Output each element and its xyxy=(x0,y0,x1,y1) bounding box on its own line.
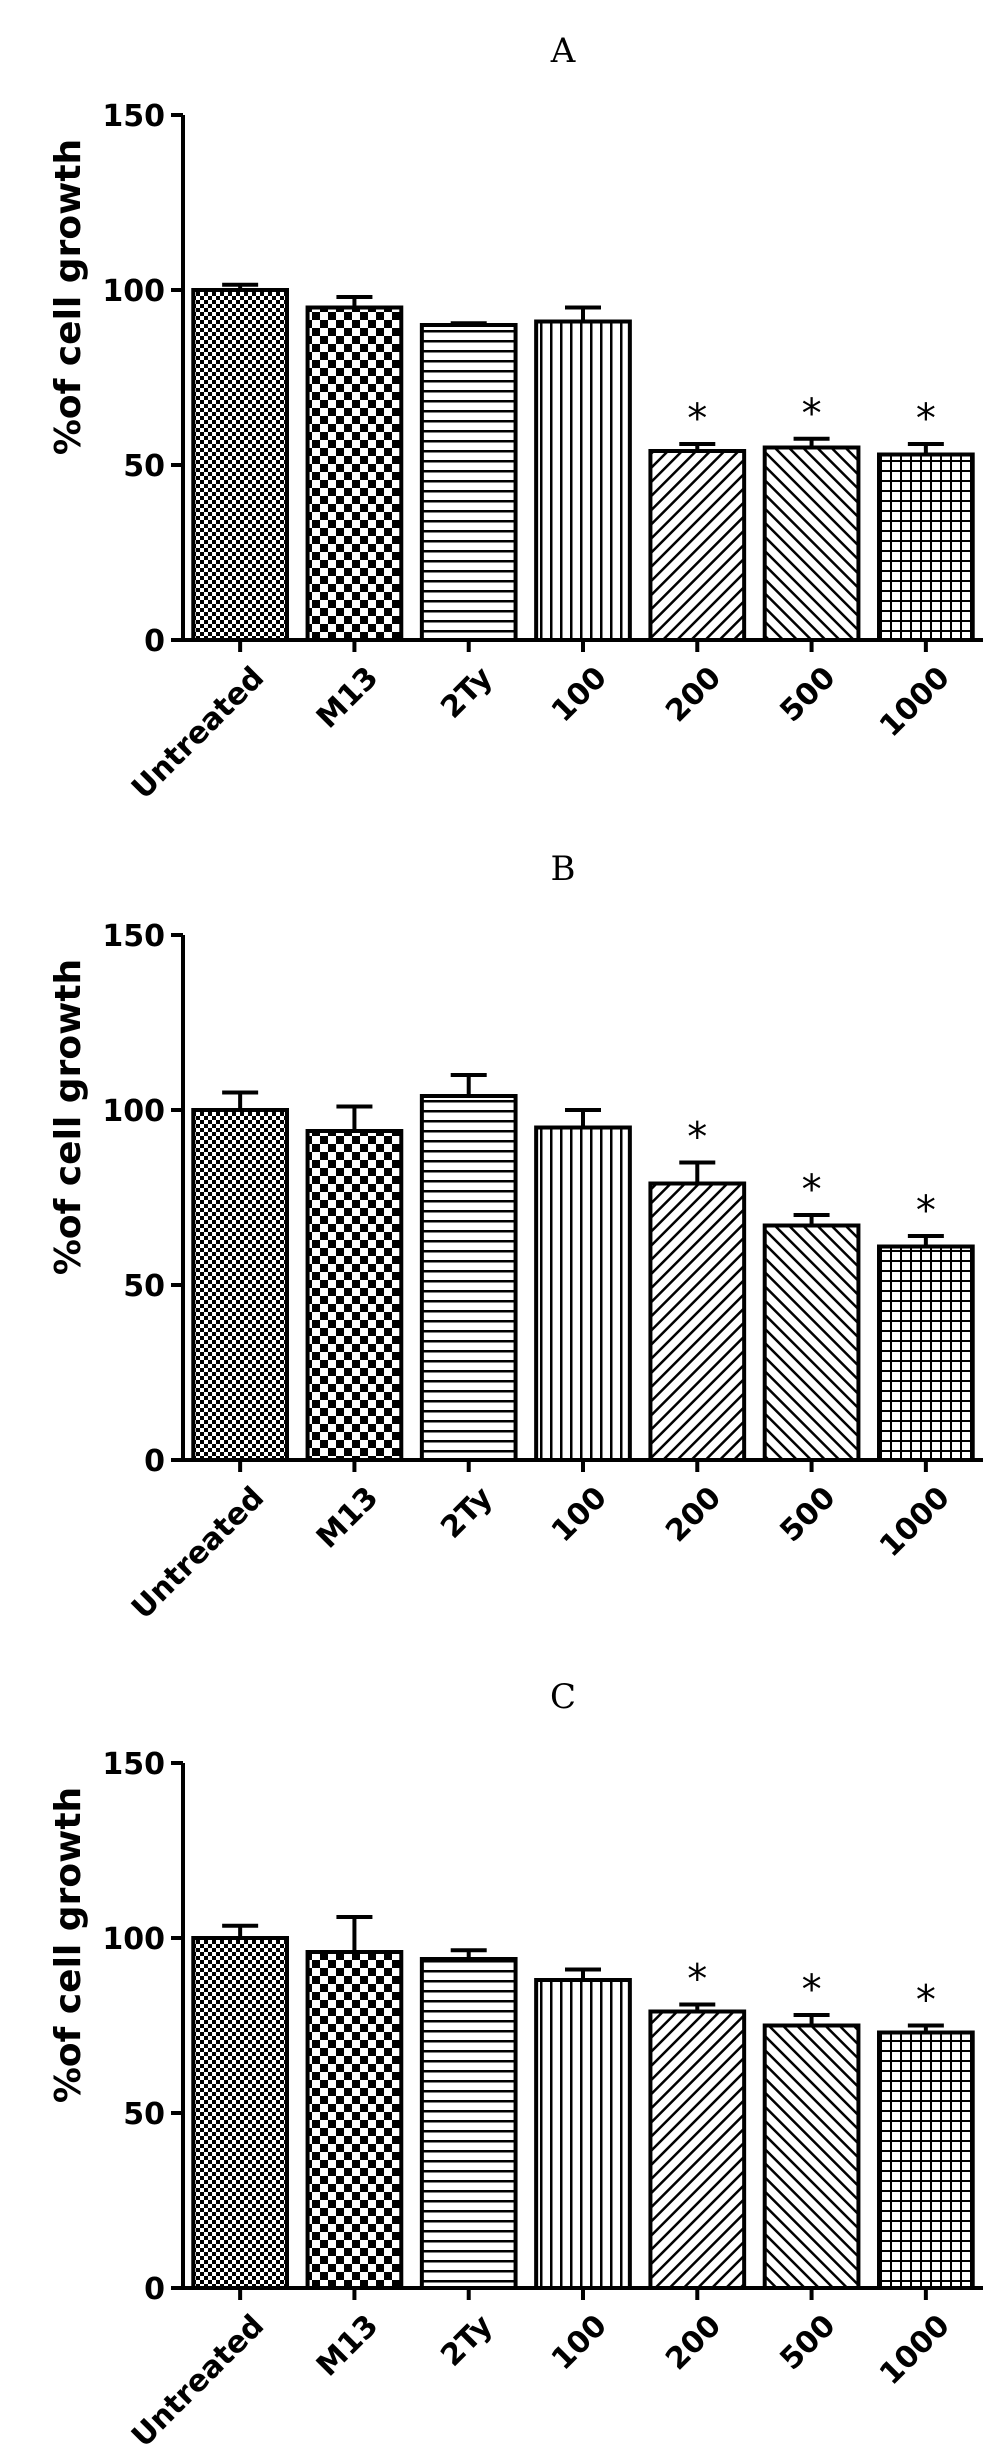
x-tick-label: 500 xyxy=(773,1480,842,1549)
x-tick-label: Untreated xyxy=(125,2308,271,2454)
x-tick-label: M13 xyxy=(310,1480,385,1555)
significance-marker: * xyxy=(916,1188,936,1234)
bar xyxy=(877,452,975,642)
x-tick-label: 500 xyxy=(773,660,842,729)
panel-b: B %of cell growth 0 50 100 150 Untreated M13 2… xyxy=(48,849,983,1626)
x-tick-label: 1000 xyxy=(873,1480,957,1564)
panel-c: C %of cell growth 0 50 100 150 Untreated M13 2… xyxy=(48,1677,983,2454)
x-tick-label: M13 xyxy=(310,2308,385,2383)
bar xyxy=(877,2030,975,2290)
bar xyxy=(762,445,861,642)
y-axis-label: %of cell growth xyxy=(48,1787,89,2103)
bar xyxy=(762,1223,861,1462)
x-tick-label: 200 xyxy=(659,2308,728,2377)
y-axis-label: %of cell growth xyxy=(48,959,89,1275)
x-tick-label: Untreated xyxy=(125,1480,271,1626)
y-tick-label: 150 xyxy=(102,919,165,954)
significance-marker: * xyxy=(687,1115,707,1161)
x-tick-label: 200 xyxy=(659,660,728,729)
y-tick-label: 100 xyxy=(102,1094,165,1129)
plot-area: 0 50 100 150 Untreated M13 2Ty 100 200 * 500 * 1000 * xyxy=(102,1747,983,2454)
significance-marker: * xyxy=(802,1967,822,2013)
x-tick-label: Untreated xyxy=(125,660,271,806)
x-tick-label: 2Ty xyxy=(434,2308,500,2374)
y-tick-label: 100 xyxy=(102,274,165,309)
bar xyxy=(648,2009,747,2290)
panel-title: B xyxy=(551,849,576,889)
significance-marker: * xyxy=(687,1957,707,2003)
bar xyxy=(648,449,747,642)
bar xyxy=(877,1244,975,1462)
x-tick-label: 1000 xyxy=(873,660,957,744)
bar xyxy=(534,1978,632,2290)
plot-area: 0 50 100 150 Untreated M13 2Ty 100 200 * 500 * 1000 * xyxy=(102,919,983,1626)
bar xyxy=(305,1129,404,1462)
x-tick-label: 200 xyxy=(659,1480,728,1549)
significance-marker: * xyxy=(802,1167,822,1213)
y-tick-label: 150 xyxy=(102,99,165,134)
y-tick-label: 0 xyxy=(144,624,165,659)
bar xyxy=(419,1094,518,1462)
bar xyxy=(534,319,632,642)
panel-title: A xyxy=(550,31,576,71)
x-tick-label: 2Ty xyxy=(434,1480,500,1546)
x-tick-label: 2Ty xyxy=(434,660,500,726)
bar xyxy=(305,305,404,642)
panel-a: A %of cell growth 0 50 100 150 Untreated M13 2… xyxy=(48,31,983,806)
bar xyxy=(648,1181,747,1462)
significance-marker: * xyxy=(687,396,707,442)
significance-marker: * xyxy=(916,1978,936,2024)
bar xyxy=(762,2023,861,2290)
plot-area: 0 50 100 150 Untreated M13 2Ty 100 200 * 500 * 1000 * xyxy=(102,99,983,806)
y-tick-label: 50 xyxy=(123,1269,165,1304)
y-tick-label: 0 xyxy=(144,2272,165,2307)
bar xyxy=(191,1108,290,1462)
y-tick-label: 50 xyxy=(123,2097,165,2132)
y-tick-label: 50 xyxy=(123,449,165,484)
bar xyxy=(191,1936,290,2290)
y-tick-label: 150 xyxy=(102,1747,165,1782)
panel-title: C xyxy=(550,1677,576,1717)
x-tick-label: 100 xyxy=(545,2308,614,2377)
bar xyxy=(534,1125,632,1462)
y-tick-label: 100 xyxy=(102,1922,165,1957)
x-tick-label: 100 xyxy=(545,1480,614,1549)
bar xyxy=(419,323,518,642)
x-tick-label: 100 xyxy=(545,660,614,729)
y-tick-label: 0 xyxy=(144,1444,165,1479)
x-tick-label: 500 xyxy=(773,2308,842,2377)
significance-marker: * xyxy=(802,391,822,437)
y-axis-label: %of cell growth xyxy=(48,139,89,455)
x-tick-label: 1000 xyxy=(873,2308,957,2392)
bar xyxy=(419,1957,518,2290)
x-tick-label: M13 xyxy=(310,660,385,735)
significance-marker: * xyxy=(916,396,936,442)
bar xyxy=(305,1950,404,2290)
bar xyxy=(191,288,290,642)
